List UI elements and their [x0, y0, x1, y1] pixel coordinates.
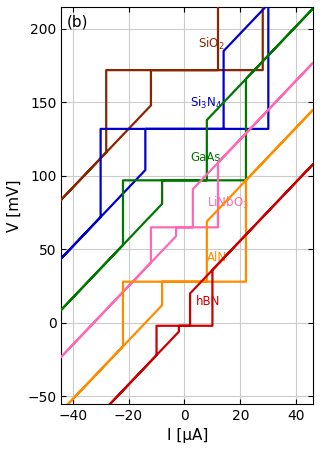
Text: AlN: AlN: [207, 251, 227, 264]
Text: (b): (b): [67, 15, 88, 30]
Text: Si$_3$N$_4$: Si$_3$N$_4$: [190, 95, 222, 111]
Text: hBN: hBN: [196, 295, 220, 308]
Text: LiNbO$_3$: LiNbO$_3$: [207, 195, 249, 211]
Text: GaAs: GaAs: [190, 151, 220, 164]
X-axis label: I [μA]: I [μA]: [167, 428, 208, 443]
Y-axis label: V [mV]: V [mV]: [7, 179, 22, 232]
Text: SiO$_2$: SiO$_2$: [198, 36, 225, 53]
